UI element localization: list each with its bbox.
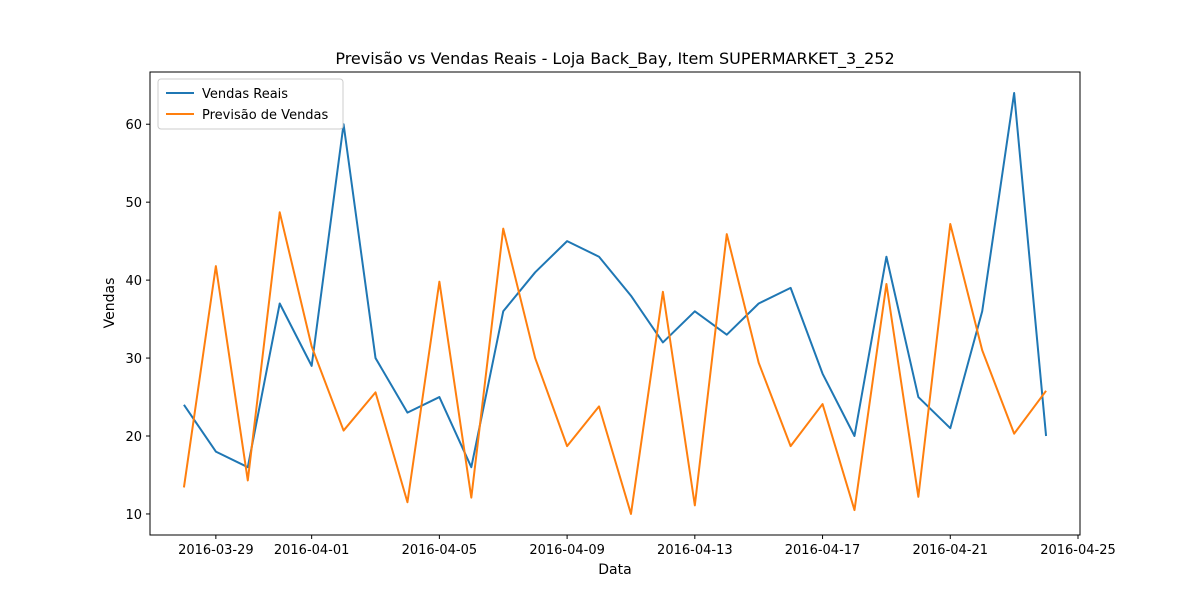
x-tick-label: 2016-04-25 xyxy=(1040,543,1116,558)
legend-label-1: Vendas Reais xyxy=(202,87,288,102)
x-tick-label: 2016-04-09 xyxy=(529,543,605,558)
x-tick-label: 2016-04-13 xyxy=(657,543,733,558)
series-line-1 xyxy=(183,92,1048,469)
legend: Vendas Reais Previsão de Vendas xyxy=(157,78,344,130)
y-tick-label: 30 xyxy=(125,352,142,367)
y-tick-label: 50 xyxy=(125,196,142,211)
x-tick-label: 2016-03-29 xyxy=(178,543,254,558)
y-tick-label: 60 xyxy=(125,118,142,133)
x-tick-label: 2016-04-05 xyxy=(402,543,478,558)
y-axis: 10 20 30 40 50 60 xyxy=(125,118,150,523)
y-tick-label: 20 xyxy=(125,430,142,445)
y-tick-label: 10 xyxy=(125,508,142,523)
x-tick-label: 2016-04-01 xyxy=(274,543,350,558)
x-axis: 2016-03-29 2016-04-01 2016-04-05 2016-04-09… xyxy=(178,535,1116,558)
y-axis-label: Vendas xyxy=(102,278,118,329)
legend-label-2: Previsão de Vendas xyxy=(202,108,329,123)
x-tick-label: 2016-04-21 xyxy=(912,543,988,558)
x-axis-label: Data xyxy=(598,562,631,578)
series-group xyxy=(182,92,1048,515)
x-tick-label: 2016-04-17 xyxy=(785,543,861,558)
legend-box xyxy=(157,78,344,130)
series-line-2 xyxy=(182,211,1047,515)
y-tick-label: 40 xyxy=(125,274,142,289)
chart-title: Previsão vs Vendas Reais - Loja Back_Bay… xyxy=(335,49,894,69)
